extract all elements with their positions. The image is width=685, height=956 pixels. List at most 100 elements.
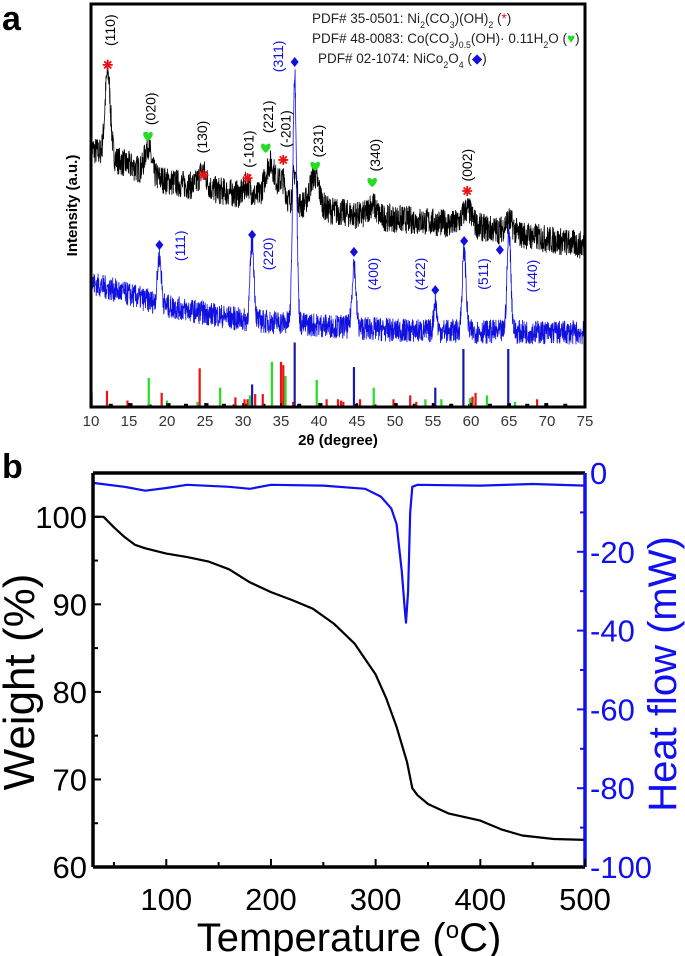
peak-index-label: (311) <box>270 41 286 73</box>
asterisk-marker-icon <box>242 173 253 184</box>
heart-marker-icon <box>367 177 377 188</box>
y2-tick-label: 0 <box>590 456 607 491</box>
panel-b-label: b <box>2 448 23 486</box>
peak-index-label: (422) <box>412 258 428 291</box>
asterisk-marker-icon <box>198 169 209 180</box>
peak-index-label: (511) <box>475 258 491 290</box>
peak-index-label: (020) <box>142 92 158 125</box>
x-tick-label: 40 <box>311 413 328 430</box>
x-axis-label: 2θ (degree) <box>298 432 378 449</box>
subscript: 3 <box>449 40 454 50</box>
text-part: ) <box>482 51 487 66</box>
peak-index-label: (440) <box>524 260 540 293</box>
legend-entry: PDF# 35-0501: Ni2(CO3)(OH)2 (*) <box>312 11 511 30</box>
diamond-legend-icon: ◆ <box>472 51 483 66</box>
x-tick-label: 75 <box>577 413 594 430</box>
x-axis-label: Temperature (oC) <box>197 916 502 956</box>
x-tick-label: 200 <box>245 882 297 917</box>
tga-chart: 100 200 300 400 500 60 70 80 90 100 0 -20 -40 -60 -80 -… <box>0 456 685 956</box>
subscript: 0.5 <box>459 40 471 50</box>
text-part: (CO <box>425 11 450 26</box>
heart-marker-icon <box>143 131 153 142</box>
subscript: 2 <box>443 60 448 70</box>
asterisk-marker-icon <box>102 59 113 70</box>
legend-entry: PDF# 02-1074: NiCo2O4 (◆) <box>318 51 487 70</box>
peak-index-label: (-101) <box>240 130 256 167</box>
text-part: O ( <box>548 31 567 46</box>
text-part: C) <box>459 916 501 956</box>
xrd-pattern-blue <box>90 69 586 345</box>
x-tick-label: 300 <box>350 882 402 917</box>
diamond-marker-icon <box>290 57 299 68</box>
diamond-marker-icon <box>248 229 257 240</box>
x-tick-label: 65 <box>501 413 518 430</box>
x-tick-label: 55 <box>425 413 442 430</box>
peak-index-label: (-201) <box>278 110 294 147</box>
diamond-marker-icon <box>431 285 440 296</box>
superscript: o <box>446 917 459 944</box>
xrd-chart: (110)(020)(130) (-101)(221) (-201)(311)(23… <box>64 2 594 449</box>
x-tick-label: 100 <box>140 882 192 917</box>
heart-marker-icon <box>310 161 320 172</box>
asterisk-marker-icon <box>462 185 473 196</box>
x-tick-label: 500 <box>559 882 611 917</box>
diamond-marker-icon <box>495 244 504 255</box>
text-part: Temperature ( <box>197 916 447 956</box>
y-axis-label: Weight (%) <box>0 574 44 791</box>
y-tick-label: 90 <box>53 587 87 622</box>
text-part: PDF# 35-0501: Ni <box>312 11 420 26</box>
weight-curve <box>93 515 586 841</box>
heat-flow-curve <box>92 481 586 624</box>
diamond-marker-icon <box>155 239 164 250</box>
text-part: )(OH) <box>455 11 489 26</box>
peak-index-label: (221) <box>260 100 276 133</box>
text-part: ( <box>493 11 502 26</box>
peak-index-label: (400) <box>365 258 381 291</box>
x-tick-label: 25 <box>197 413 214 430</box>
x-tick-label: 35 <box>273 413 290 430</box>
x-tick-label: 20 <box>159 413 176 430</box>
peak-index-label: (220) <box>260 238 276 271</box>
peak-index-label: (111) <box>172 230 188 261</box>
peak-index-label: (340) <box>367 139 383 172</box>
x-tick-label: 50 <box>387 413 404 430</box>
heart-marker-icon <box>261 143 271 153</box>
peak-index-label: (002) <box>459 149 475 182</box>
subscript: 4 <box>459 60 464 70</box>
diamond-marker-icon <box>460 235 469 246</box>
legend-entry: PDF# 48-0083: Co(CO3)0.5(OH)· 0.11H2O (♥… <box>312 31 580 50</box>
y-axis-label: Intensity (a.u.) <box>64 155 81 257</box>
peak-index-label: (130) <box>194 121 210 154</box>
peak-index-label: (110) <box>102 14 118 46</box>
text-part: (OH)· 0.11H <box>471 31 544 46</box>
x-tick-label: 60 <box>463 413 480 430</box>
y2-tick-label: -100 <box>590 850 652 885</box>
xrd-pattern-black <box>90 59 586 259</box>
text-part: PDF# 02-1074: NiCo <box>318 51 443 66</box>
text-part: ) <box>575 31 580 46</box>
y2-tick-label: -20 <box>590 535 635 570</box>
y-tick-label: 80 <box>53 675 87 710</box>
panel-a-label: a <box>2 0 22 38</box>
y-tick-label: 100 <box>35 500 87 535</box>
heart-legend-icon: ♥ <box>567 31 575 46</box>
text-part: ) <box>507 11 512 26</box>
text-part: ( <box>464 51 473 66</box>
subscript: 2 <box>543 40 548 50</box>
y-tick-label: 70 <box>53 762 87 797</box>
x-tick-label: 15 <box>121 413 138 430</box>
diamond-marker-icon <box>349 246 358 257</box>
x-tick-label: 30 <box>235 413 252 430</box>
asterisk-marker-icon <box>278 154 289 165</box>
text-part: ) <box>454 31 459 46</box>
text-part: PDF# 48-0083: Co(CO <box>312 31 449 46</box>
x-tick-label: 70 <box>539 413 556 430</box>
y2-tick-label: -80 <box>590 771 635 806</box>
y2-axis-label: Heat flow (mW) <box>641 536 685 812</box>
y-tick-label: 60 <box>53 850 87 885</box>
subscript: 2 <box>488 20 493 30</box>
x-tick-label: 10 <box>83 413 100 430</box>
x-tick-label: 45 <box>349 413 366 430</box>
y2-tick-label: -40 <box>590 614 635 649</box>
